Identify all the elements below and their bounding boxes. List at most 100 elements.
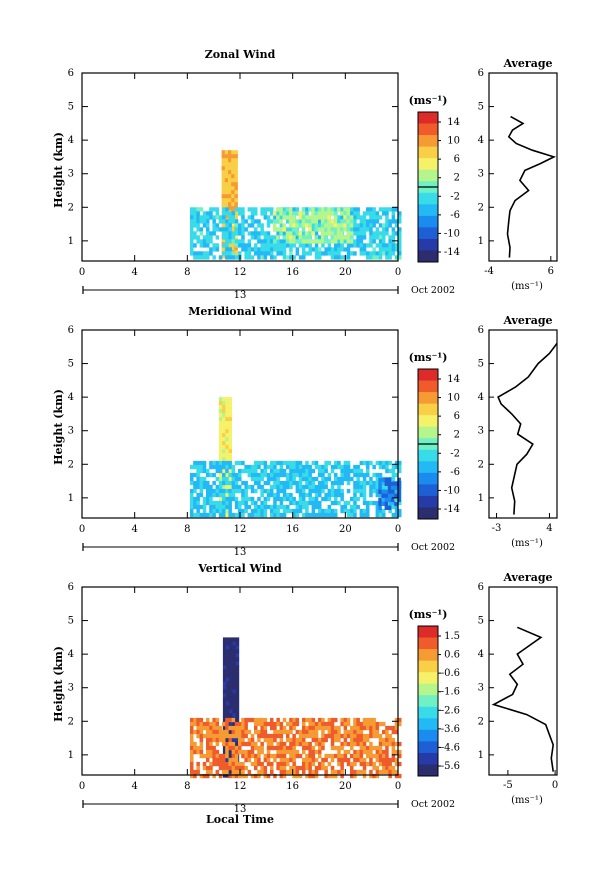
heatmap-cell — [279, 247, 284, 252]
heatmap-cell — [350, 211, 354, 216]
heatmap-cell — [270, 721, 274, 727]
heatmap-cell — [196, 215, 200, 220]
colorbar-tick-label: -6 — [450, 210, 460, 221]
y-tick-label: 2 — [68, 202, 74, 213]
heatmap-cell — [276, 749, 280, 755]
heatmap-cell — [308, 468, 312, 474]
heatmap-cell — [311, 504, 316, 510]
heatmap-cell — [229, 689, 233, 694]
average-y-tick-label: 4 — [478, 135, 484, 146]
heatmap-cell — [202, 223, 207, 228]
heatmap-cell — [288, 223, 293, 228]
heatmap-cell — [382, 512, 386, 518]
heatmap-cell — [273, 476, 277, 482]
heatmap-cell — [276, 508, 280, 514]
heatmap-cell — [231, 476, 236, 482]
colorbar-tick-label: 0.6 — [444, 650, 460, 661]
day-label: 13 — [234, 547, 247, 558]
heatmap-cell — [308, 484, 312, 490]
heatmap-cell — [304, 231, 309, 236]
heatmap-cell — [222, 409, 226, 414]
heatmap-cell — [222, 215, 226, 220]
heatmap-cell — [209, 729, 213, 735]
heatmap-cell — [317, 239, 322, 244]
heatmap-cell — [225, 433, 229, 438]
heatmap-cell — [340, 488, 344, 494]
heatmap-cell — [276, 729, 280, 735]
heatmap-cell — [196, 255, 200, 260]
heatmap-cell — [196, 223, 200, 228]
heatmap-cell — [196, 765, 200, 771]
heatmap-cell — [218, 421, 223, 426]
heatmap-cell — [215, 492, 220, 498]
heatmap-cell — [378, 737, 383, 743]
heatmap-cell — [366, 512, 370, 518]
heatmap-cell — [193, 729, 197, 735]
heatmap-cell — [225, 485, 229, 490]
heatmap-cell — [238, 488, 242, 494]
heatmap-cell — [254, 773, 258, 779]
heatmap-cell — [226, 697, 230, 702]
heatmap-cell — [226, 701, 230, 706]
heatmap-cell — [302, 512, 306, 518]
average-title: Average — [502, 571, 552, 584]
heatmap-cell — [222, 476, 226, 482]
heatmap-cell — [311, 227, 316, 232]
heatmap-cell — [209, 512, 213, 518]
heatmap-cell — [327, 753, 332, 759]
heatmap-cell — [260, 460, 264, 466]
heatmap-cell — [234, 773, 239, 779]
heatmap-cell — [225, 437, 229, 442]
heatmap-cell — [282, 468, 287, 474]
heatmap-cell — [301, 207, 306, 212]
heatmap-cell — [375, 757, 380, 763]
heatmap-cell — [372, 729, 376, 735]
heatmap-cell — [263, 247, 268, 252]
heatmap-cell — [244, 243, 248, 248]
heatmap-cell — [266, 504, 271, 510]
heatmap-cell — [215, 215, 220, 220]
heatmap-cell — [327, 496, 332, 502]
heatmap-cell — [394, 255, 399, 260]
heatmap-cell — [340, 231, 344, 236]
heatmap-cell — [225, 223, 229, 228]
heatmap-cell — [301, 223, 306, 228]
heatmap-cell — [212, 219, 216, 224]
heatmap-cell — [206, 227, 210, 232]
heatmap-cell — [202, 219, 207, 224]
heatmap-cell — [218, 504, 223, 510]
heatmap-cell — [286, 721, 290, 727]
heatmap-cell — [228, 488, 232, 494]
heatmap-cell — [234, 190, 238, 195]
heatmap-cell — [218, 219, 223, 224]
heatmap-cell — [302, 492, 306, 498]
heatmap-cell — [276, 239, 280, 244]
heatmap-cell — [250, 255, 255, 260]
heatmap-cell — [366, 749, 370, 755]
heatmap-cell — [314, 488, 319, 494]
heatmap-cell — [359, 745, 364, 751]
heatmap-cell — [311, 757, 316, 763]
heatmap-cell — [225, 227, 229, 232]
heatmap-cell — [286, 472, 290, 478]
heatmap-cell — [193, 472, 197, 478]
heatmap-cell — [222, 437, 226, 442]
average-frame — [488, 72, 558, 262]
heatmap-cell — [229, 677, 233, 682]
heatmap-cell — [330, 488, 335, 494]
heatmap-cell — [366, 223, 370, 228]
heatmap-cell — [222, 401, 226, 406]
heatmap-cell — [218, 765, 223, 771]
heatmap-cell — [238, 721, 242, 727]
heatmap-cell — [228, 417, 232, 422]
heatmap-cell — [193, 745, 197, 751]
heatmap-cell — [279, 504, 284, 510]
heatmap-cell — [369, 488, 373, 494]
heatmap-cell — [244, 753, 248, 759]
heatmap-cell — [225, 409, 229, 414]
heatmap-cell — [224, 182, 229, 187]
heatmap-cell — [372, 464, 376, 470]
heatmap-cell — [289, 769, 293, 775]
heatmap-cell — [356, 484, 360, 490]
heatmap-cell — [308, 496, 312, 502]
